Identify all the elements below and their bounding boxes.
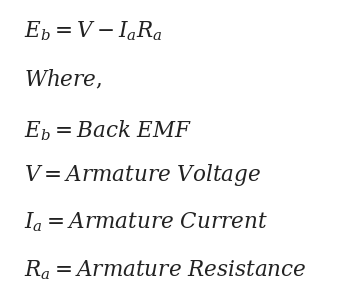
Text: $R_a = Armature\ Resistance$: $R_a = Armature\ Resistance$: [24, 258, 306, 282]
Text: $I_a = Armature\ Current$: $I_a = Armature\ Current$: [24, 210, 268, 234]
Text: $Where,$: $Where,$: [24, 68, 102, 91]
Text: $V = Armature\ Voltage$: $V = Armature\ Voltage$: [24, 163, 261, 188]
Text: $E_b = Back\ EMF$: $E_b = Back\ EMF$: [24, 118, 192, 143]
Text: $E_b = V - I_a R_a$: $E_b = V - I_a R_a$: [24, 20, 162, 43]
